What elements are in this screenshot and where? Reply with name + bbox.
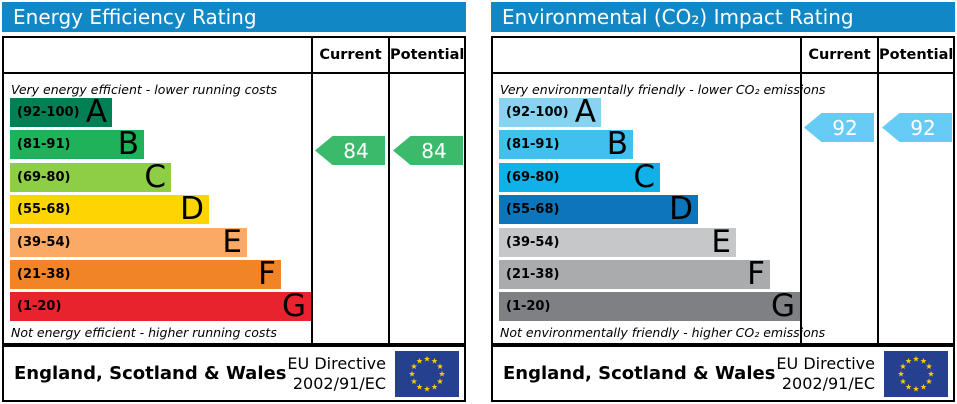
eu-directive-line2: 2002/91/EC xyxy=(781,373,875,393)
eu-directive-line1: EU Directive xyxy=(776,353,875,373)
potential-rating-value: 92 xyxy=(910,115,936,140)
band-letter: C xyxy=(144,158,166,195)
bottom-note: Not environmentally friendly - higher CO… xyxy=(500,325,826,340)
band-range-label: (21-38) xyxy=(17,267,71,282)
column-header-row: Current Potential xyxy=(493,38,953,74)
potential-rating-arrow: 84 xyxy=(393,136,463,165)
eu-directive-line2: 2002/91/EC xyxy=(292,373,386,393)
current-rating-arrow: 92 xyxy=(804,113,874,142)
band-range-label: (39-54) xyxy=(17,234,71,250)
band-range-label: (69-80) xyxy=(506,169,560,185)
current-rating-value: 84 xyxy=(343,138,369,163)
band-letter: C xyxy=(633,158,655,195)
rating-band-d: (55-68) D xyxy=(10,191,209,228)
band-letter: F xyxy=(747,256,765,292)
column-header-row: Current Potential xyxy=(4,38,464,74)
current-rating-value: 92 xyxy=(832,115,858,140)
top-note: Very energy efficient - lower running co… xyxy=(11,82,278,97)
rating-band-f: (21-38) F xyxy=(499,256,770,292)
rating-band-e: (39-54) E xyxy=(499,223,736,260)
rating-band-a: (92-100) A xyxy=(10,94,112,130)
band-range-label: (21-38) xyxy=(506,267,560,282)
rating-band-f: (21-38) F xyxy=(10,256,281,292)
current-rating-arrow: 84 xyxy=(315,136,385,165)
band-range-label: (55-68) xyxy=(506,202,560,218)
panel-footer: England, Scotland & Wales EU Directive 2… xyxy=(491,345,955,402)
eu-directive-label: EU Directive 2002/91/EC xyxy=(287,354,386,394)
bottom-note: Not energy efficient - higher running co… xyxy=(11,325,277,340)
rating-chart: Current Potential Very energy efficient … xyxy=(2,36,466,345)
current-column-divider xyxy=(800,38,802,343)
band-range-label: (1-20) xyxy=(17,299,62,315)
potential-rating-value: 84 xyxy=(421,138,447,163)
current-column-header: Current xyxy=(808,47,871,63)
band-range-label: (1-20) xyxy=(506,299,551,315)
current-column-header: Current xyxy=(319,47,382,63)
region-label: England, Scotland & Wales xyxy=(503,363,776,384)
band-letter: B xyxy=(117,126,139,163)
environmental-co2-impact-rating-panel: Environmental (CO₂) Impact Rating Curren… xyxy=(491,2,955,402)
rating-band-b: (81-91) B xyxy=(499,126,633,163)
band-letter: D xyxy=(669,191,693,228)
rating-band-e: (39-54) E xyxy=(10,223,247,260)
panel-title: Energy Efficiency Rating xyxy=(2,2,466,32)
energy-efficiency-rating-panel: Energy Efficiency Rating Current Potenti… xyxy=(2,2,466,402)
band-letter: E xyxy=(222,223,242,260)
eu-directive-label: EU Directive 2002/91/EC xyxy=(776,354,875,394)
panel-footer: England, Scotland & Wales EU Directive 2… xyxy=(2,345,466,402)
rating-band-d: (55-68) D xyxy=(499,191,698,228)
potential-column-header: Potential xyxy=(879,47,954,63)
band-range-label: (81-91) xyxy=(506,137,560,153)
band-letter: B xyxy=(606,126,628,163)
potential-rating-arrow: 92 xyxy=(882,113,952,142)
band-letter: F xyxy=(258,256,276,292)
band-letter: G xyxy=(281,288,306,325)
panel-title: Environmental (CO₂) Impact Rating xyxy=(491,2,955,32)
eu-flag-icon xyxy=(395,350,459,397)
eu-flag-icon xyxy=(884,350,948,397)
potential-column-header: Potential xyxy=(390,47,465,63)
region-label: England, Scotland & Wales xyxy=(14,363,287,384)
eu-directive-line1: EU Directive xyxy=(287,353,386,373)
band-range-label: (92-100) xyxy=(506,105,569,120)
rating-band-g: (1-20) G xyxy=(499,288,800,325)
rating-chart: Current Potential Very environmentally f… xyxy=(491,36,955,345)
rating-band-a: (92-100) A xyxy=(499,94,601,130)
band-letter: A xyxy=(574,94,596,130)
rating-band-b: (81-91) B xyxy=(10,126,144,163)
band-range-label: (92-100) xyxy=(17,105,80,120)
rating-band-c: (69-80) C xyxy=(499,158,660,195)
top-note: Very environmentally friendly - lower CO… xyxy=(500,82,826,97)
rating-band-g: (1-20) G xyxy=(10,288,311,325)
band-letter: A xyxy=(85,94,107,130)
band-range-label: (39-54) xyxy=(506,234,560,250)
band-letter: D xyxy=(180,191,204,228)
band-letter: E xyxy=(711,223,731,260)
band-range-label: (55-68) xyxy=(17,202,71,218)
potential-column-divider xyxy=(877,38,879,343)
rating-band-c: (69-80) C xyxy=(10,158,171,195)
current-column-divider xyxy=(311,38,313,343)
band-range-label: (81-91) xyxy=(17,137,71,153)
band-range-label: (69-80) xyxy=(17,169,71,185)
potential-column-divider xyxy=(388,38,390,343)
band-letter: G xyxy=(770,288,795,325)
